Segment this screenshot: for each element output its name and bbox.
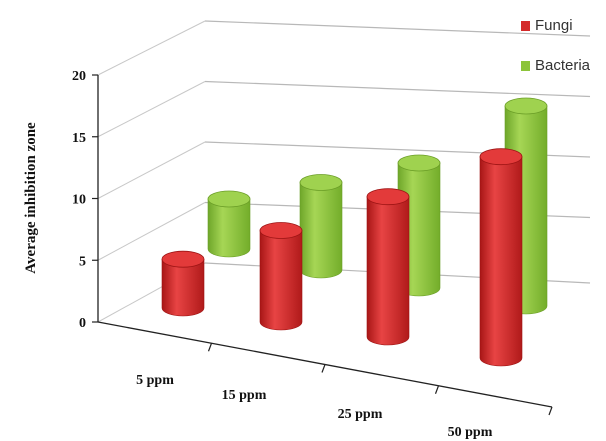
y-tick-label: 20 [72, 69, 86, 84]
y-tick-label: 0 [79, 316, 86, 331]
x-tick-mark [434, 385, 440, 394]
legend-swatch-bacteria [521, 61, 530, 71]
x-tick-mark [207, 343, 213, 352]
x-tick-label: 25 ppm [338, 407, 383, 422]
gridline [204, 80, 591, 98]
gridline-side [97, 202, 206, 261]
bar-fungi-50-ppm [479, 148, 523, 367]
y-tick-label: 5 [79, 254, 86, 269]
gridline-side [97, 20, 206, 76]
bar-fungi-25-ppm [366, 188, 410, 346]
x-tick-label: 50 ppm [448, 425, 493, 440]
gridline-side [97, 81, 206, 138]
bar-bacteria-5-ppm [207, 190, 251, 258]
legend-label-fungi: Fungi [535, 17, 573, 34]
gridline-side [97, 141, 206, 199]
axis-labels: 0 5 10 15 20 5 ppm 15 ppm 25 ppm 50 ppm Average i… [23, 69, 493, 440]
y-tick-label: 10 [72, 193, 86, 208]
axes [92, 74, 553, 416]
x-tick-mark [548, 406, 553, 416]
legend-label-bacteria: Bacteria [535, 57, 591, 74]
x-tick-label: 15 ppm [222, 388, 267, 403]
bar-fungi-15-ppm [259, 222, 303, 331]
legend: Fungi Bacteria [521, 17, 591, 74]
bars [161, 97, 548, 367]
gridline [204, 20, 591, 37]
x-tick-label: 5 ppm [136, 373, 174, 388]
y-axis-title: Average inhibition zone [23, 122, 39, 274]
bar-bacteria-15-ppm [299, 174, 343, 279]
x-tick-mark [321, 364, 326, 373]
legend-swatch-fungi [521, 21, 530, 31]
bar-fungi-5-ppm [161, 250, 205, 317]
y-tick-label: 15 [72, 131, 86, 146]
